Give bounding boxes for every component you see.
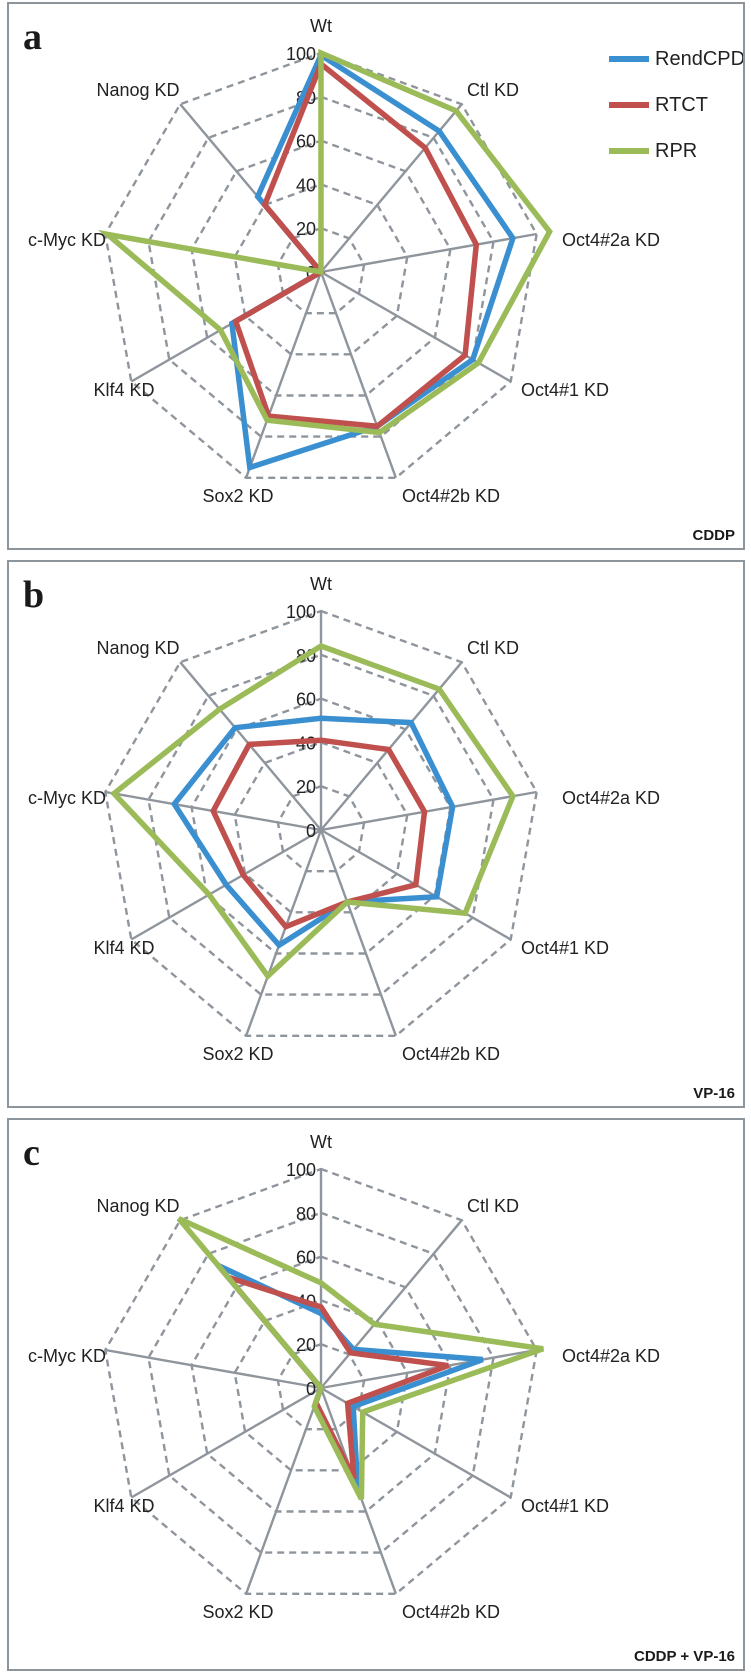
gridline-40 [233, 1299, 409, 1472]
tick-label-20: 20 [296, 1335, 316, 1355]
gridline-100 [104, 1167, 538, 1595]
series-rpr [97, 48, 553, 436]
axis-label-klf4-kd: Klf4 KD [93, 1496, 154, 1516]
legend-label-rtct: RTCT [655, 93, 708, 116]
axis-label-ctl-kd: Ctl KD [467, 1196, 519, 1216]
spoke-oct4-2a-kd [320, 1348, 537, 1390]
axis-label-oct4-1-kd: Oct4#1 KD [521, 938, 609, 958]
axis-label-oct4-2a-kd: Oct4#2a KD [562, 1346, 660, 1366]
gridline-60 [190, 697, 452, 955]
legend-item-rtct: RTCT [609, 82, 743, 128]
axis-label-nanog-kd: Nanog KD [96, 1196, 179, 1216]
chart-panel-a: 0 20 40 60 80 100 Wt Ctl KD Oct4#2a KD Oct4#1 KD O… [7, 2, 745, 550]
gridline-60 [190, 1255, 452, 1513]
spoke-sox2-kd [244, 1387, 323, 1595]
gridline-20 [276, 1342, 366, 1431]
legend: RendCPD RTCT RPR [609, 36, 745, 174]
axis-label-sox2-kd: Sox2 KD [202, 1602, 273, 1622]
spoke-oct4-2a-kd [320, 790, 537, 832]
axis-label-oct4-2a-kd: Oct4#2a KD [562, 788, 660, 808]
axis-label-oct4-1-kd: Oct4#1 KD [521, 380, 609, 400]
gridline-40 [233, 183, 409, 356]
panel-tag-c: CDDP + VP-16 [633, 1648, 735, 1665]
axis-label-ctl-kd: Ctl KD [467, 80, 519, 100]
tick-label-100: 100 [286, 1160, 316, 1180]
axis-label-oct4-1-kd: Oct4#1 KD [521, 1496, 609, 1516]
panel-letter-a: a [23, 16, 42, 58]
panel-tag-b: VP-16 [693, 1085, 735, 1102]
tick-label-60: 60 [296, 1248, 316, 1268]
gridline-20 [276, 226, 366, 315]
chart-panel-c: 0 20 40 60 80 100 Wt Ctl KD Oct4#2a KD Oct4#1 KD O… [7, 1118, 745, 1671]
axis-label-c-myc-kd: c-Myc KD [28, 788, 106, 808]
tick-label-60: 60 [296, 132, 316, 152]
axis-label-oct4-2b-kd: Oct4#2b KD [402, 1044, 500, 1064]
legend-swatch-rtct [609, 102, 649, 108]
legend-label-rendcpd: RendCPD [655, 47, 745, 70]
spoke-c-myc-kd [105, 1348, 322, 1390]
axis-label-nanog-kd: Nanog KD [96, 80, 179, 100]
spoke-oct4-2a-kd [320, 232, 537, 274]
tick-label-60: 60 [296, 690, 316, 710]
chart-panel-b: 0 20 40 60 80 100 Wt Ctl KD Oct4#2a KD Oct4#1 KD O… [7, 560, 745, 1108]
series-rtct [232, 59, 480, 430]
gridline-60 [190, 139, 452, 397]
series-rtct [210, 737, 428, 931]
legend-item-rpr: RPR [609, 128, 743, 174]
spoke-ctl-kd [320, 1219, 463, 1389]
tick-label-20: 20 [296, 777, 316, 797]
tick-label-100: 100 [286, 602, 316, 622]
gridline-100 [104, 609, 538, 1037]
axis-label-ctl-kd: Ctl KD [467, 638, 519, 658]
tick-label-100: 100 [286, 44, 316, 64]
spoke-oct4-2b-kd [319, 829, 398, 1037]
spoke-sox2-kd [244, 829, 323, 1037]
legend-swatch-rpr [609, 148, 649, 154]
gridline-100 [104, 51, 538, 479]
axis-label-c-myc-kd: c-Myc KD [28, 230, 106, 250]
axis-label-oct4-2b-kd: Oct4#2b KD [402, 486, 500, 506]
series-rpr [176, 1216, 545, 1501]
tick-label-80: 80 [296, 1204, 316, 1224]
legend-label-rpr: RPR [655, 139, 698, 162]
legend-swatch-rendcpd [609, 56, 649, 62]
tick-label-20: 20 [296, 219, 316, 239]
axis-label-wt: Wt [310, 16, 332, 36]
tick-label-40: 40 [296, 175, 316, 195]
axis-label-klf4-kd: Klf4 KD [93, 938, 154, 958]
panel-letter-c: c [23, 1132, 40, 1174]
tick-label-0: 0 [306, 1379, 316, 1399]
tick-label-0: 0 [306, 821, 316, 841]
axis-label-nanog-kd: Nanog KD [96, 638, 179, 658]
panel-tag-a: CDDP [692, 527, 735, 544]
axis-label-sox2-kd: Sox2 KD [202, 1044, 273, 1064]
axis-label-klf4-kd: Klf4 KD [93, 380, 154, 400]
axis-label-c-myc-kd: c-Myc KD [28, 1346, 106, 1366]
panel-letter-b: b [23, 574, 45, 616]
spoke-oct4-2b-kd [319, 271, 398, 479]
series-rendcpd [170, 715, 456, 949]
spoke-klf4-kd [130, 1386, 322, 1499]
axis-label-oct4-2b-kd: Oct4#2b KD [402, 1602, 500, 1622]
axis-label-sox2-kd: Sox2 KD [202, 486, 273, 506]
series-rpr [109, 642, 517, 981]
spoke-sox2-kd [244, 271, 323, 479]
axis-label-wt: Wt [310, 1132, 332, 1152]
gridline-20 [276, 784, 366, 873]
legend-item-rendcpd: RendCPD [609, 36, 745, 82]
axis-label-wt: Wt [310, 574, 332, 594]
axis-label-oct4-2a-kd: Oct4#2a KD [562, 230, 660, 250]
